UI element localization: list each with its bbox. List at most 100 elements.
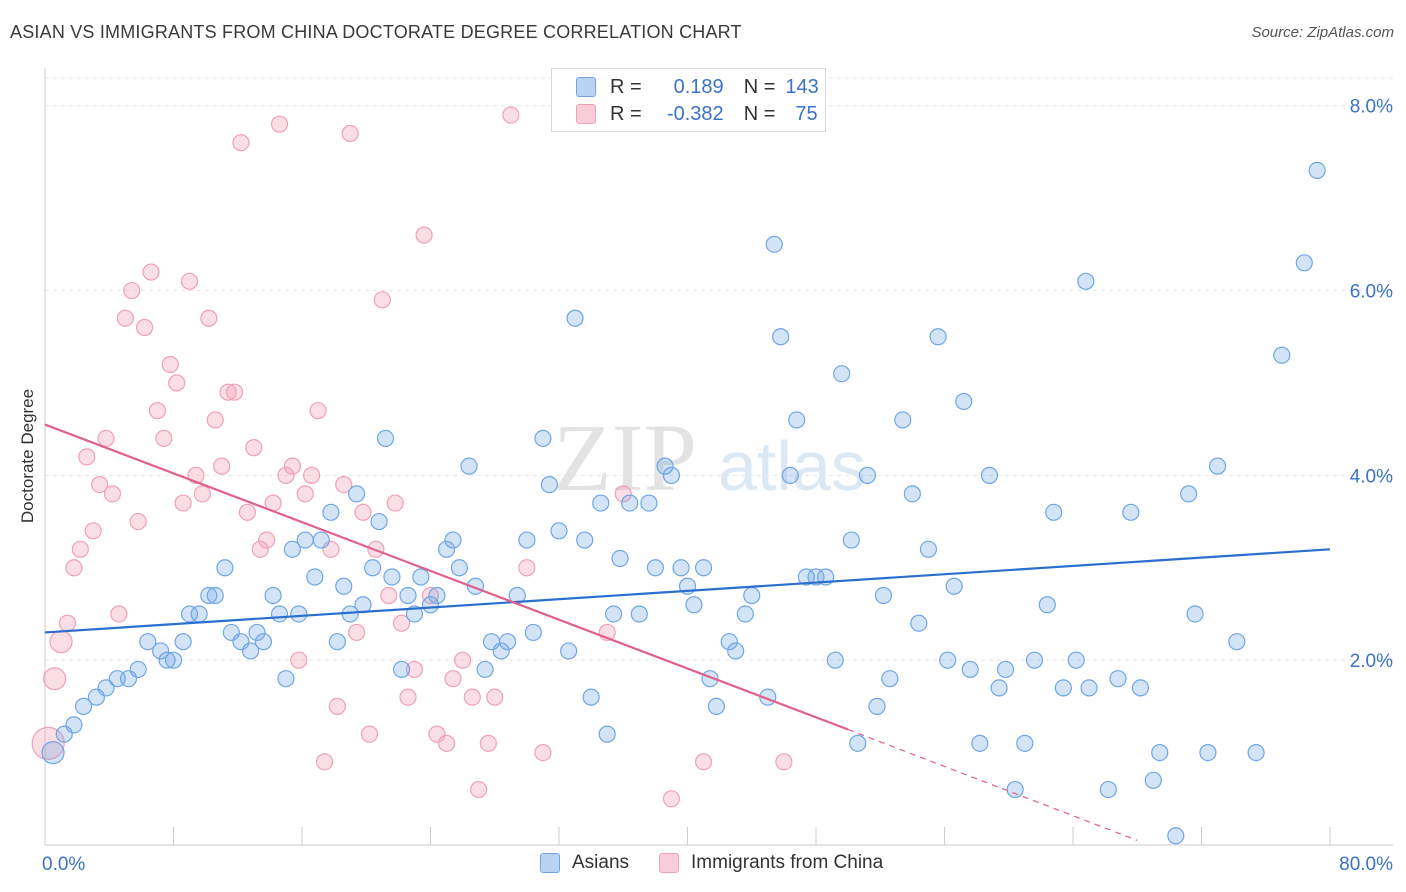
gridlines bbox=[45, 77, 1393, 661]
asians-point bbox=[894, 411, 912, 429]
asians-point bbox=[996, 660, 1015, 679]
asians-point bbox=[630, 605, 648, 623]
asians-point bbox=[1208, 457, 1227, 475]
china-point bbox=[373, 291, 391, 309]
china-point bbox=[43, 667, 67, 691]
china-point bbox=[454, 651, 472, 669]
china-trend-extension bbox=[847, 728, 1138, 841]
asians-point bbox=[412, 568, 430, 586]
asians-point bbox=[576, 531, 594, 549]
asians-point bbox=[605, 605, 623, 623]
asians-point bbox=[1006, 780, 1024, 799]
asians-point bbox=[174, 633, 192, 651]
asians-point bbox=[335, 577, 353, 595]
asians-point bbox=[955, 392, 973, 411]
y-tick-label: 6.0% bbox=[1350, 282, 1393, 303]
watermark-zip: ZIP bbox=[553, 404, 697, 511]
china-point bbox=[123, 281, 141, 300]
asians-point bbox=[1109, 670, 1127, 688]
legend-label-china: Immigrants from China bbox=[691, 852, 884, 873]
asians-point bbox=[1122, 503, 1140, 521]
china-point bbox=[97, 429, 115, 447]
china-point bbox=[348, 623, 366, 642]
china-point bbox=[49, 630, 73, 654]
asians-point bbox=[370, 512, 388, 531]
china-point bbox=[405, 660, 424, 679]
trend-lines bbox=[44, 423, 1331, 841]
asians-point bbox=[534, 429, 552, 447]
asians-point bbox=[743, 586, 761, 605]
asians-point bbox=[399, 586, 417, 605]
asians-point bbox=[254, 633, 273, 651]
series-asians-points bbox=[41, 161, 1326, 845]
china-point bbox=[479, 734, 497, 752]
asians-point bbox=[139, 633, 157, 651]
asians-point bbox=[206, 586, 224, 605]
axes bbox=[44, 68, 1393, 846]
china-point bbox=[91, 476, 109, 494]
asians-point bbox=[939, 651, 957, 669]
china-point bbox=[296, 485, 314, 503]
china-point bbox=[110, 605, 128, 623]
asians-point bbox=[621, 494, 639, 512]
china-point bbox=[662, 790, 681, 808]
china-point bbox=[463, 688, 481, 706]
tick-labels: 2.0% 4.0% 6.0% 8.0% 0.0% 80.0% bbox=[42, 97, 1393, 875]
asians-point bbox=[720, 633, 738, 651]
watermark-atlas: atlas bbox=[718, 427, 866, 505]
china-point bbox=[518, 559, 536, 577]
asians-point bbox=[903, 485, 921, 503]
asians-point bbox=[833, 365, 851, 383]
asians-point bbox=[129, 660, 147, 679]
asians-point bbox=[1067, 651, 1085, 669]
asians-point bbox=[152, 642, 170, 660]
y-axis-label: Doctorate Degree bbox=[18, 388, 37, 524]
asians-point bbox=[41, 740, 65, 765]
legend-n-label: N = bbox=[743, 75, 776, 98]
china-point bbox=[135, 318, 154, 337]
series-china-points bbox=[31, 106, 793, 808]
asians-point bbox=[874, 586, 893, 605]
asians-point bbox=[611, 549, 629, 568]
asians-point bbox=[772, 328, 790, 346]
asians-point bbox=[312, 531, 330, 549]
china-point bbox=[444, 670, 462, 688]
china-point bbox=[283, 457, 301, 475]
correlation-legend: R = 0.189 N = 143 R = -0.382 N = 75 bbox=[551, 68, 826, 132]
asians-point bbox=[694, 559, 713, 577]
china-point bbox=[534, 743, 552, 762]
asians-point bbox=[1038, 596, 1056, 614]
china-point bbox=[225, 383, 244, 401]
source-credit: Source: ZipAtlas.com bbox=[1251, 24, 1394, 41]
asians-point bbox=[328, 633, 346, 651]
asians-point bbox=[1025, 651, 1044, 669]
asians-point bbox=[264, 586, 282, 605]
asians-point bbox=[826, 651, 844, 669]
asians-point bbox=[1151, 743, 1169, 762]
asians-point bbox=[566, 309, 584, 327]
china-point bbox=[58, 614, 77, 632]
asians-point bbox=[383, 568, 401, 586]
china-point bbox=[303, 466, 321, 484]
china-point bbox=[65, 559, 83, 577]
asians-point bbox=[807, 568, 825, 586]
asians-point bbox=[1045, 503, 1063, 521]
asians-point bbox=[283, 540, 301, 558]
china-point bbox=[71, 540, 89, 558]
asians-point bbox=[540, 476, 558, 494]
asians-point bbox=[842, 531, 860, 549]
legend-r-label: R = bbox=[610, 75, 642, 98]
china-point bbox=[168, 374, 186, 392]
asians-point bbox=[290, 605, 308, 623]
asians-point bbox=[980, 466, 999, 484]
asians-point bbox=[476, 660, 494, 679]
asians-point bbox=[277, 670, 295, 688]
asians-point bbox=[190, 605, 208, 623]
china-point bbox=[309, 402, 327, 420]
china-point bbox=[142, 263, 160, 281]
series-legend: Asians Immigrants from China bbox=[540, 852, 913, 874]
asians-point bbox=[200, 586, 218, 605]
asians-point bbox=[961, 660, 979, 679]
asians-point bbox=[322, 503, 340, 521]
china-point bbox=[103, 485, 122, 503]
